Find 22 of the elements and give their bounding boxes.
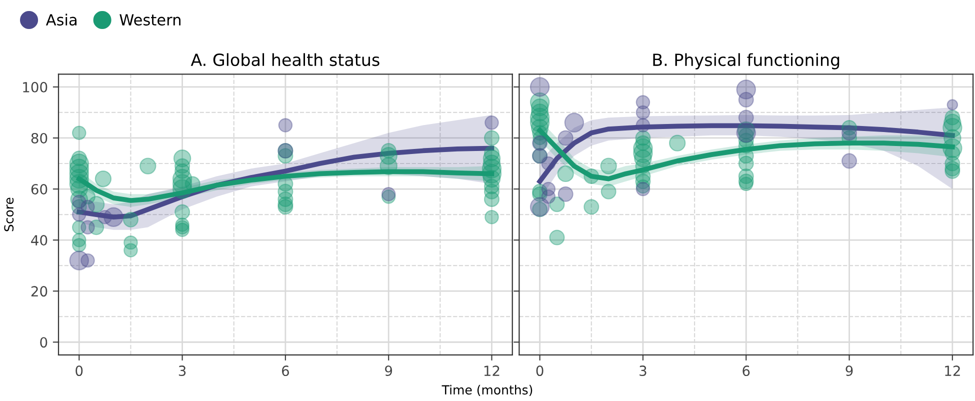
y-tick-label: 80 <box>31 132 48 144</box>
x-tick-label: 0 <box>536 366 544 376</box>
y-tick-label: 60 <box>31 184 48 194</box>
x-axis-title: Time (months) <box>442 384 532 396</box>
x-tick-label: 6 <box>742 366 750 376</box>
chart-title: B. Physical functioning <box>653 53 840 70</box>
chart-title: A. Global health status <box>190 53 380 66</box>
x-tick-label: 3 <box>640 366 646 376</box>
x-tick-label: 3 <box>178 366 186 376</box>
x-tick-label: 6 <box>282 366 289 376</box>
x-tick-label: 12 <box>945 366 960 376</box>
x-tick-label: 0 <box>76 366 83 376</box>
x-tick-label: 9 <box>846 366 853 376</box>
y-tick-label: 20 <box>31 286 48 297</box>
x-tick-label: 12 <box>484 366 500 376</box>
legend-label: Asia <box>46 14 76 26</box>
legend-label: Western <box>120 14 180 26</box>
y-tick-label: 100 <box>23 82 48 92</box>
y-tick-label: 40 <box>31 235 48 246</box>
y-axis-title: Score <box>4 198 14 232</box>
y-tick-label: 0 <box>40 337 48 348</box>
x-tick-label: 9 <box>385 366 392 376</box>
